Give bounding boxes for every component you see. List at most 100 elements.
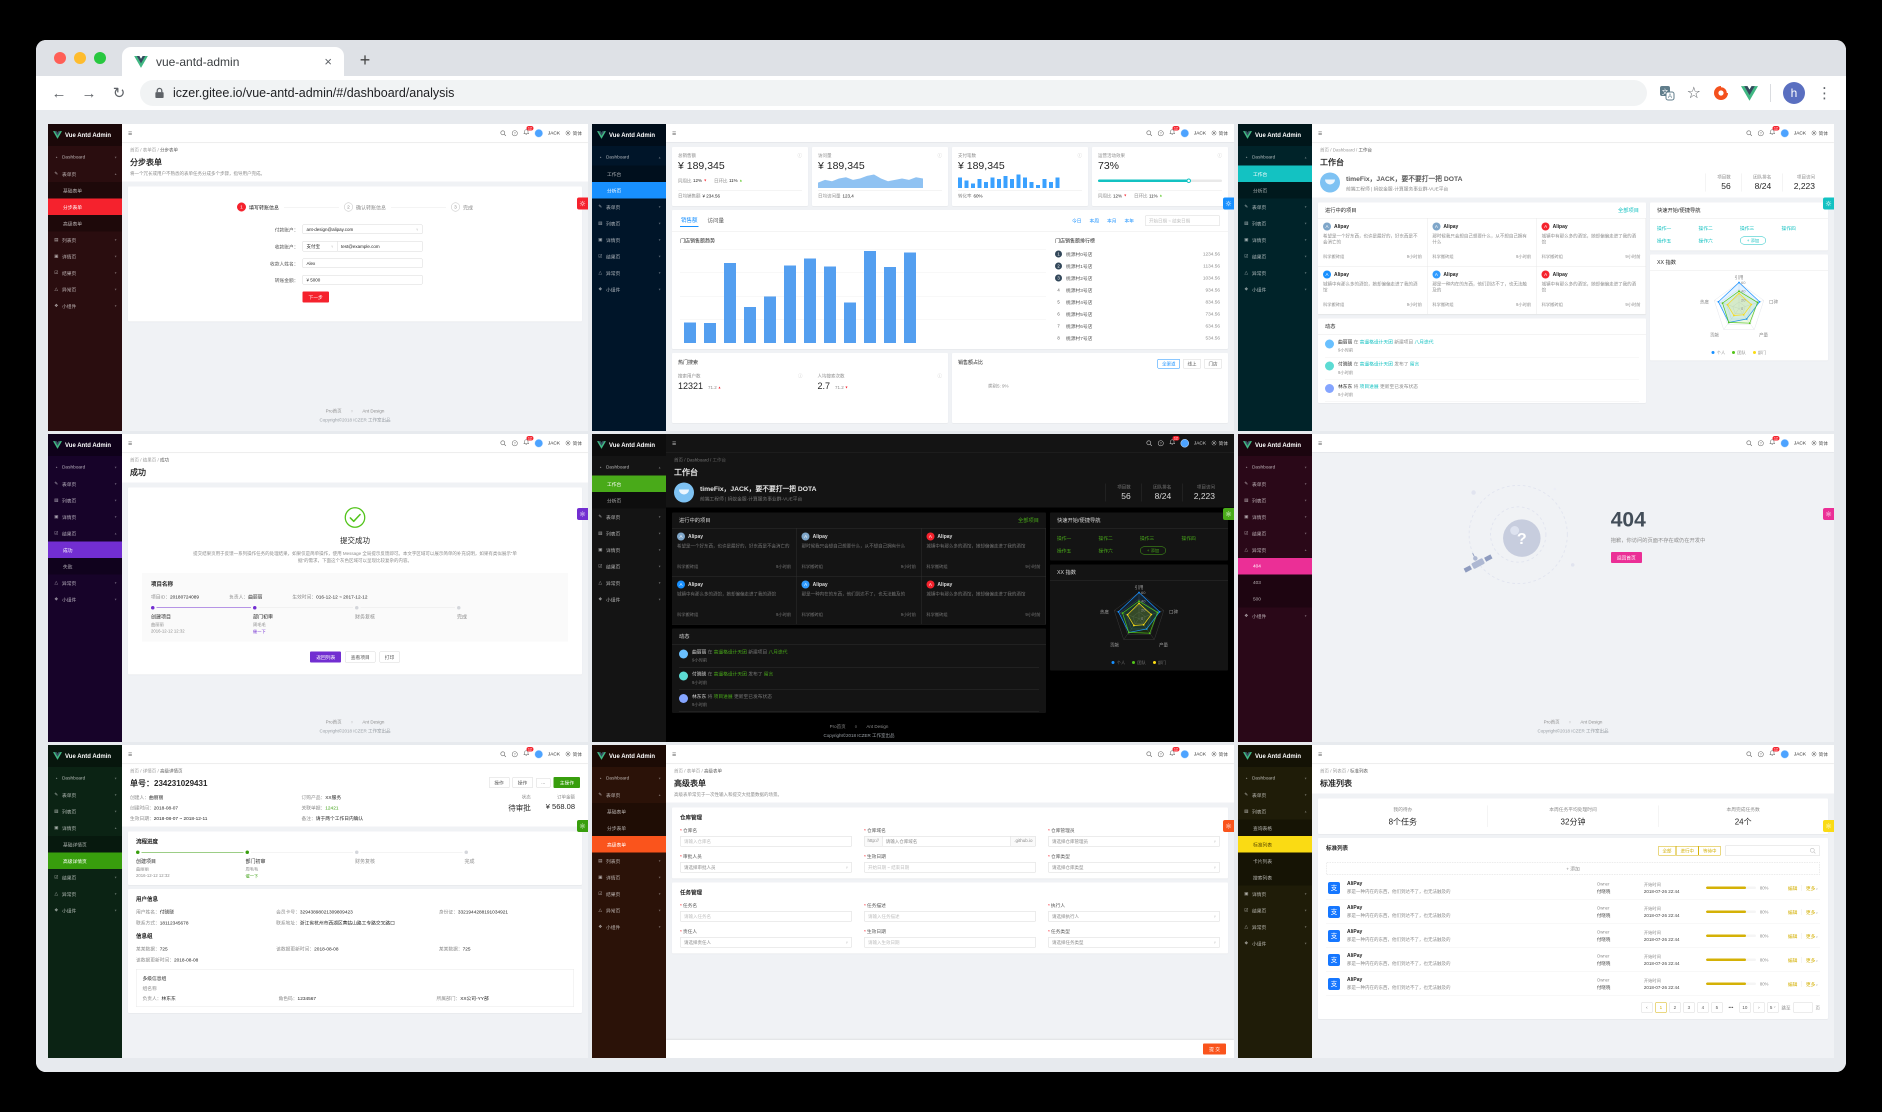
breadcrumb-item[interactable]: 首页: [130, 147, 140, 153]
bar[interactable]: [764, 296, 776, 343]
sidebar-item[interactable]: ❖ 小组件 ▾: [54, 907, 117, 914]
sidebar-item[interactable]: ☑ 结果页 ▾: [598, 253, 661, 260]
tab[interactable]: 销售额: [680, 214, 699, 227]
footer-link[interactable]: Pro首页: [1543, 719, 1560, 725]
url-field[interactable]: iczer.gitee.io/vue-antd-admin/#/dashboar…: [140, 80, 1647, 106]
feed-link[interactable]: 八月迭代: [768, 649, 788, 656]
edit-link[interactable]: 编辑: [1787, 909, 1798, 916]
sidebar-item[interactable]: 分步表单: [48, 198, 122, 215]
sidebar-item[interactable]: ☑ 结果页 ▾: [1244, 530, 1307, 537]
bookmark-star-icon[interactable]: ☆: [1686, 85, 1701, 102]
add-button[interactable]: + 添加: [1326, 862, 1820, 875]
input-field[interactable]: 请输入仓库名: [680, 836, 852, 847]
search-icon[interactable]: [1146, 130, 1153, 137]
sidebar-item[interactable]: ▤ 列表页 ▾: [54, 808, 117, 815]
minimize-window-button[interactable]: [74, 52, 86, 64]
bar[interactable]: [804, 258, 816, 343]
sidebar-item[interactable]: ✎ 表单页 ▾: [1244, 481, 1307, 488]
sidebar-item[interactable]: 失败: [48, 558, 122, 575]
notification-bell-icon[interactable]: 12: [523, 126, 534, 137]
page-number[interactable]: 5: [1711, 1002, 1723, 1013]
browser-menu-icon[interactable]: ⋮: [1817, 85, 1832, 102]
doc-link[interactable]: 12421: [325, 805, 339, 812]
quick-op-link[interactable]: 操作二: [1698, 226, 1713, 232]
quick-op-link[interactable]: 操作一: [1057, 536, 1072, 542]
quick-op-link[interactable]: 操作六: [1698, 238, 1713, 245]
bar[interactable]: [824, 266, 836, 343]
close-tab-icon[interactable]: ×: [324, 54, 332, 69]
sidebar-item[interactable]: ◔ Dashboard ▾: [54, 775, 117, 782]
sidebar-item[interactable]: ◔ Dashboard ▾: [1244, 775, 1307, 782]
notification-bell-icon[interactable]: 12: [1169, 126, 1180, 137]
breadcrumb-item[interactable]: 列表页: [1332, 768, 1347, 774]
question-icon[interactable]: ?: [1157, 440, 1164, 447]
sidebar-item[interactable]: ▤ 列表页 ▾: [54, 497, 117, 504]
sidebar-item[interactable]: 分析页: [592, 492, 666, 509]
settings-language[interactable]: 简体: [1211, 751, 1228, 758]
sidebar-item[interactable]: △ 异常页 ▾: [1244, 924, 1307, 931]
input-field[interactable]: test@example.com: [337, 241, 423, 252]
question-icon[interactable]: ?: [511, 130, 518, 137]
edit-link[interactable]: 编辑: [1787, 933, 1798, 940]
date-range-input[interactable]: 开始日期 ~ 结束日期: [864, 862, 1036, 873]
sidebar-item[interactable]: ☑ 结果页 ▾: [598, 563, 661, 570]
bar[interactable]: [904, 252, 916, 343]
sidebar-item[interactable]: △ 异常页 ▾: [598, 580, 661, 587]
footer-link[interactable]: Pro首页: [829, 724, 846, 730]
search-icon[interactable]: [500, 440, 507, 447]
sidebar-item[interactable]: 基础详情页: [48, 836, 122, 853]
project-card[interactable]: A Alipay 城镇中有那么多的酒馆，她却偏偏走进了我的酒馆 科学搬砖组 9小时前: [1318, 266, 1428, 315]
sidebar-item[interactable]: ▣ 详情页 ▴: [54, 825, 117, 832]
theme-settings-fab[interactable]: [1823, 820, 1834, 833]
submit-button[interactable]: 提 交: [1203, 1043, 1226, 1055]
sidebar-item[interactable]: 高级表单: [592, 836, 666, 853]
breadcrumb-item[interactable]: Dashboard: [1332, 147, 1355, 153]
search-icon[interactable]: [1146, 751, 1153, 758]
sidebar-item[interactable]: ☑ 结果页 ▾: [54, 270, 117, 277]
input-field[interactable]: 请输入任务名: [680, 911, 852, 922]
input-field[interactable]: Alex: [302, 258, 423, 268]
channel-button[interactable]: 门店: [1203, 359, 1222, 369]
quick-op-link[interactable]: 操作四: [1181, 536, 1196, 542]
quick-op-link[interactable]: 操作三: [1140, 536, 1155, 542]
sidebar-item[interactable]: 500: [1238, 591, 1312, 608]
sidebar-item[interactable]: ▣ 详情页 ▾: [598, 547, 661, 554]
breadcrumb-item[interactable]: 首页: [1320, 768, 1330, 774]
browser-tab[interactable]: vue-antd-admin ×: [122, 47, 344, 76]
search-icon[interactable]: [500, 130, 507, 137]
sidebar-item[interactable]: ▤ 列表页 ▾: [598, 858, 661, 865]
all-projects-link[interactable]: 全部项目: [1618, 207, 1639, 214]
quick-op-link[interactable]: 操作一: [1657, 226, 1672, 232]
all-projects-link[interactable]: 全部项目: [1018, 517, 1039, 524]
sidebar-item[interactable]: 基础表单: [48, 182, 122, 199]
search-icon[interactable]: [1746, 751, 1753, 758]
footer-link[interactable]: Ant Design: [362, 408, 385, 414]
sidebar-item[interactable]: ❖ 小组件 ▾: [598, 924, 661, 931]
menu-collapse-icon[interactable]: ≡: [672, 750, 677, 758]
range-link[interactable]: 本月: [1106, 218, 1117, 225]
more-link[interactable]: 更多∨: [1805, 909, 1818, 916]
sidebar-item[interactable]: ▤ 列表页 ▾: [1244, 220, 1307, 227]
notification-bell-icon[interactable]: 12: [1769, 747, 1780, 758]
sidebar-item[interactable]: ✎ 表单页 ▾: [1244, 204, 1307, 211]
question-icon[interactable]: ?: [1157, 751, 1164, 758]
project-card[interactable]: A Alipay 城镇中有那么多的酒馆，她却偏偏走进了我的酒馆 科学搬砖组 9小时前: [921, 528, 1046, 577]
sidebar-item[interactable]: ☑ 结果页 ▾: [1244, 253, 1307, 260]
close-window-button[interactable]: [54, 52, 66, 64]
sidebar-item[interactable]: ❖ 小组件 ▾: [54, 596, 117, 603]
sidebar-item[interactable]: 高级表单: [48, 215, 122, 232]
question-icon[interactable]: ?: [1757, 751, 1764, 758]
settings-language[interactable]: 简体: [565, 130, 582, 137]
breadcrumb-item[interactable]: Dashboard: [686, 457, 709, 463]
select-field[interactable]: 支付宝 ∨: [302, 241, 338, 252]
range-link[interactable]: 本年: [1124, 218, 1134, 225]
quick-op-link[interactable]: 操作六: [1098, 548, 1113, 555]
sidebar-item[interactable]: 403: [1238, 574, 1312, 591]
sidebar-item[interactable]: △ 异常页 ▾: [54, 891, 117, 898]
sidebar-item[interactable]: ❖ 小组件 ▾: [54, 303, 117, 310]
input-field[interactable]: 请输入生效日期: [864, 937, 1036, 948]
zoom-window-button[interactable]: [94, 52, 106, 64]
bar[interactable]: [884, 267, 896, 343]
breadcrumb-item[interactable]: 详情页: [142, 768, 157, 774]
